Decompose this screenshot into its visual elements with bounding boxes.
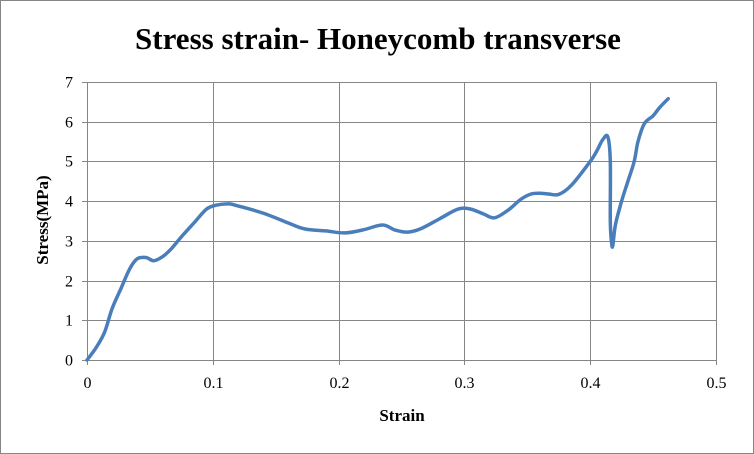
- y-tick-label: 6: [65, 115, 73, 132]
- y-tick-label: 3: [65, 234, 73, 251]
- series: [85, 96, 670, 362]
- x-tick-label: 0.1: [204, 375, 224, 392]
- y-tick-labels: 0 1 2 3 4 5 6 7: [65, 75, 73, 370]
- y-axis-label: Stress(MPa): [33, 175, 52, 264]
- y-tick-label: 1: [65, 313, 73, 330]
- y-tick-label: 2: [65, 274, 73, 291]
- x-tick-label: 0: [84, 375, 92, 392]
- y-tick-label: 4: [65, 194, 73, 211]
- x-tick-labels: 0 0.1 0.2 0.3 0.4 0.5: [84, 375, 727, 392]
- x-tick-label: 0.3: [455, 375, 475, 392]
- x-tick-label: 0.5: [707, 375, 727, 392]
- axes: [82, 82, 717, 365]
- x-axis-label: Strain: [379, 406, 425, 425]
- y-tick-label: 7: [65, 75, 73, 92]
- chart-title: Stress strain- Honeycomb transverse: [135, 21, 621, 56]
- y-tick-label: 0: [65, 353, 73, 370]
- stress-strain-series-line: [85, 96, 670, 362]
- grid: [87, 82, 717, 360]
- x-tick-label: 0.4: [581, 375, 601, 392]
- x-tick-label: 0.2: [330, 375, 350, 392]
- y-tick-label: 5: [65, 154, 73, 171]
